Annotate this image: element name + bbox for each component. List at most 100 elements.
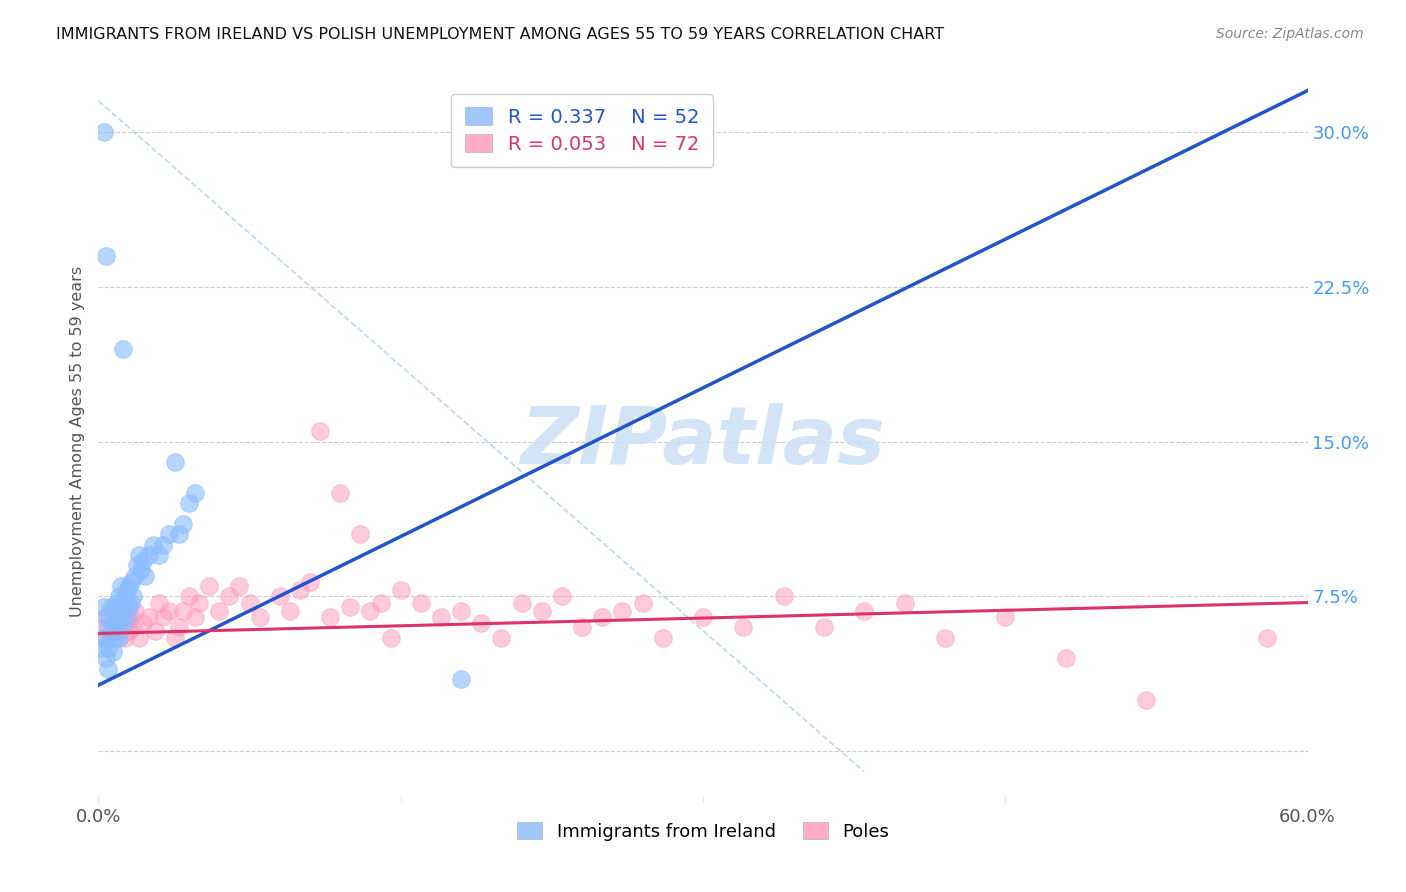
Text: ZIPatlas: ZIPatlas bbox=[520, 402, 886, 481]
Point bbox=[96, 249, 118, 263]
Point bbox=[409, 596, 432, 610]
Point bbox=[551, 590, 574, 604]
Point bbox=[239, 596, 262, 610]
Point bbox=[172, 517, 194, 532]
Point bbox=[121, 590, 143, 604]
Point bbox=[132, 616, 155, 631]
Point bbox=[249, 610, 271, 624]
Point bbox=[132, 554, 155, 568]
Point bbox=[430, 610, 453, 624]
Point bbox=[142, 538, 165, 552]
Point bbox=[111, 604, 134, 618]
Point bbox=[179, 496, 201, 510]
Legend: Immigrants from Ireland, Poles: Immigrants from Ireland, Poles bbox=[509, 815, 897, 848]
Point bbox=[111, 599, 134, 614]
Point bbox=[134, 568, 156, 582]
Point bbox=[167, 620, 190, 634]
Y-axis label: Unemployment Among Ages 55 to 59 years: Unemployment Among Ages 55 to 59 years bbox=[70, 266, 86, 617]
Point bbox=[491, 631, 513, 645]
Point bbox=[138, 610, 160, 624]
Point bbox=[93, 125, 115, 139]
Point bbox=[105, 616, 128, 631]
Point bbox=[152, 610, 174, 624]
Point bbox=[163, 631, 186, 645]
Point bbox=[470, 616, 492, 631]
Point bbox=[93, 599, 115, 614]
Point bbox=[1054, 651, 1077, 665]
Point bbox=[188, 596, 211, 610]
Point bbox=[107, 610, 129, 624]
Point bbox=[299, 574, 322, 589]
Point bbox=[91, 640, 114, 655]
Point bbox=[100, 599, 122, 614]
Point bbox=[319, 610, 342, 624]
Point bbox=[152, 538, 174, 552]
Point bbox=[228, 579, 250, 593]
Point bbox=[103, 616, 125, 631]
Point bbox=[96, 631, 118, 645]
Point bbox=[93, 620, 115, 634]
Point bbox=[128, 548, 150, 562]
Point bbox=[115, 610, 138, 624]
Point bbox=[96, 651, 118, 665]
Point bbox=[651, 631, 673, 645]
Point bbox=[571, 620, 593, 634]
Point bbox=[120, 574, 142, 589]
Point bbox=[309, 424, 332, 438]
Point bbox=[450, 672, 472, 686]
Point bbox=[97, 620, 120, 634]
Point bbox=[97, 662, 120, 676]
Point bbox=[118, 624, 141, 639]
Point bbox=[114, 631, 136, 645]
Text: Source: ZipAtlas.com: Source: ZipAtlas.com bbox=[1216, 27, 1364, 41]
Point bbox=[612, 604, 634, 618]
Point bbox=[120, 610, 142, 624]
Point bbox=[115, 583, 138, 598]
Point bbox=[100, 624, 122, 639]
Point bbox=[934, 631, 956, 645]
Point bbox=[450, 604, 472, 618]
Point bbox=[1135, 692, 1157, 706]
Point bbox=[360, 604, 382, 618]
Point bbox=[124, 568, 146, 582]
Point bbox=[110, 579, 132, 593]
Point bbox=[111, 342, 134, 356]
Point bbox=[208, 604, 231, 618]
Point bbox=[129, 562, 152, 576]
Point bbox=[349, 527, 371, 541]
Point bbox=[167, 527, 190, 541]
Point bbox=[172, 604, 194, 618]
Point bbox=[339, 599, 361, 614]
Point bbox=[530, 604, 553, 618]
Point bbox=[389, 583, 412, 598]
Point bbox=[163, 455, 186, 469]
Point bbox=[125, 558, 148, 573]
Point bbox=[103, 599, 125, 614]
Point bbox=[93, 631, 115, 645]
Point bbox=[128, 631, 150, 645]
Point bbox=[107, 590, 129, 604]
Point bbox=[148, 548, 170, 562]
Point bbox=[994, 610, 1017, 624]
Point bbox=[179, 590, 201, 604]
Point bbox=[107, 631, 129, 645]
Point bbox=[380, 631, 402, 645]
Point bbox=[278, 604, 301, 618]
Point bbox=[115, 616, 138, 631]
Point bbox=[96, 610, 118, 624]
Point bbox=[893, 596, 915, 610]
Point bbox=[110, 620, 132, 634]
Text: IMMIGRANTS FROM IRELAND VS POLISH UNEMPLOYMENT AMONG AGES 55 TO 59 YEARS CORRELA: IMMIGRANTS FROM IRELAND VS POLISH UNEMPL… bbox=[56, 27, 945, 42]
Point bbox=[692, 610, 714, 624]
Point bbox=[101, 604, 124, 618]
Point bbox=[97, 610, 120, 624]
Point bbox=[733, 620, 755, 634]
Point bbox=[631, 596, 654, 610]
Point bbox=[184, 486, 207, 500]
Point bbox=[118, 579, 141, 593]
Point bbox=[124, 604, 146, 618]
Point bbox=[120, 596, 142, 610]
Point bbox=[148, 596, 170, 610]
Point bbox=[198, 579, 221, 593]
Point bbox=[121, 620, 143, 634]
